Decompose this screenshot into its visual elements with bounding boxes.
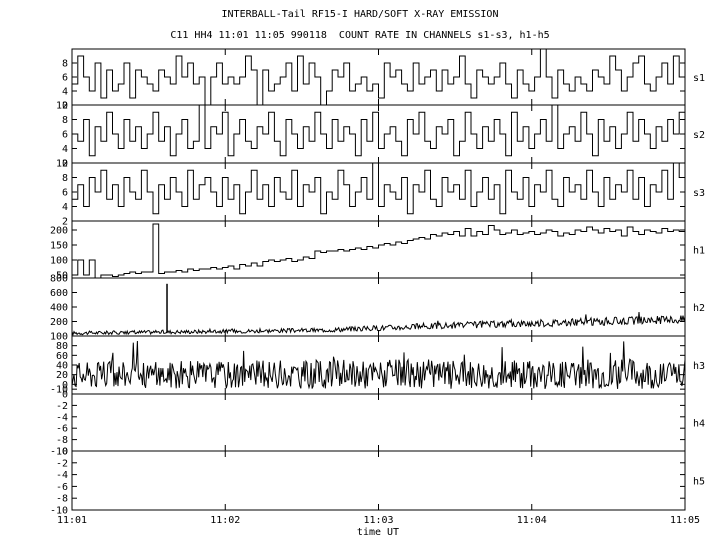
- y-tick-label-h1: 50: [56, 271, 68, 282]
- y-tick-label-h3: 20: [56, 370, 68, 381]
- y-tick-label-s3: 2: [62, 217, 68, 228]
- y-tick-label-h3: 40: [56, 361, 68, 372]
- y-tick-label-h3: 80: [56, 341, 68, 352]
- chart-subtitle: C11 HH4 11:01 11:05 990118 COUNT RATE IN…: [170, 30, 550, 41]
- x-tick-label: 11:03: [363, 515, 393, 526]
- y-tick-label-s1: 2: [62, 101, 68, 112]
- channel-label-s2: s2: [693, 130, 705, 141]
- y-tick-label-h1: 200: [50, 226, 68, 237]
- panel-frame-h2: [71, 277, 686, 337]
- y-tick-label-h3: 60: [56, 351, 68, 362]
- y-tick-label-h2: 200: [50, 317, 68, 328]
- y-tick-label-h2: 600: [50, 288, 68, 299]
- y-tick-label-s3: 10: [56, 159, 68, 170]
- x-tick-label: 11:01: [57, 515, 87, 526]
- y-tick-label-s2: 8: [62, 115, 68, 126]
- y-tick-label-s3: 4: [62, 202, 68, 213]
- series-line-h1: [72, 223, 685, 279]
- y-tick-label-h3: 100: [50, 332, 68, 343]
- x-tick-label: 11:04: [517, 515, 547, 526]
- series-line-s1: [72, 48, 685, 106]
- series-line-h3: [71, 340, 686, 390]
- y-tick-label-s1: 6: [62, 73, 68, 84]
- y-tick-label-s1: 4: [62, 87, 68, 98]
- y-tick-label-h1: 150: [50, 241, 68, 252]
- y-tick-label-s2: 2: [62, 159, 68, 170]
- y-tick-label-h4: -8: [56, 435, 68, 446]
- x-tick-label: 11:05: [670, 515, 700, 526]
- y-tick-label-s2: 10: [56, 101, 68, 112]
- y-tick-label-s2: 6: [62, 130, 68, 141]
- y-tick-label-s2: 4: [62, 144, 68, 155]
- channel-label-h4: h4: [693, 419, 705, 430]
- y-tick-label-h4: -4: [56, 412, 68, 423]
- chart-title: INTERBALL-Tail RF15-I HARD/SOFT X-RAY EM…: [221, 9, 499, 20]
- y-tick-label-h4: -10: [50, 447, 68, 458]
- y-tick-label-h5: 0: [62, 447, 68, 458]
- channel-label-h2: h2: [693, 303, 705, 314]
- channel-label-h5: h5: [693, 477, 705, 488]
- series-line-h2: [71, 312, 686, 337]
- channel-label-h1: h1: [693, 246, 705, 257]
- y-tick-label-s3: 8: [62, 173, 68, 184]
- y-tick-label-h4: 0: [62, 390, 68, 401]
- panel-frame-h5: [71, 450, 686, 511]
- x-tick-label: 11:02: [210, 515, 240, 526]
- y-tick-label-s1: 8: [62, 59, 68, 70]
- series-line-s2: [72, 104, 685, 157]
- y-tick-label-h5: -8: [56, 494, 68, 505]
- y-tick-label-h4: -6: [56, 424, 68, 435]
- y-tick-label-h1: 100: [50, 256, 68, 267]
- y-tick-label-h4: -2: [56, 401, 68, 412]
- y-tick-label-h5: -6: [56, 482, 68, 493]
- panel-frame-h4: [71, 393, 686, 452]
- y-tick-label-h3: 0: [62, 380, 68, 391]
- y-tick-label-h5: -10: [50, 506, 68, 517]
- y-tick-label-h2: 800: [50, 274, 68, 285]
- y-tick-label-h5: -4: [56, 470, 68, 481]
- y-tick-label-s3: 6: [62, 188, 68, 199]
- y-tick-label-h5: -2: [56, 458, 68, 469]
- channel-label-s1: s1: [693, 73, 705, 84]
- series-line-s3: [72, 162, 685, 215]
- channel-label-h3: h3: [693, 361, 705, 372]
- y-tick-label-h2: 400: [50, 303, 68, 314]
- channel-label-s3: s3: [693, 188, 705, 199]
- x-axis-label: time UT: [356, 527, 400, 538]
- y-tick-label-h3: -10: [50, 385, 68, 396]
